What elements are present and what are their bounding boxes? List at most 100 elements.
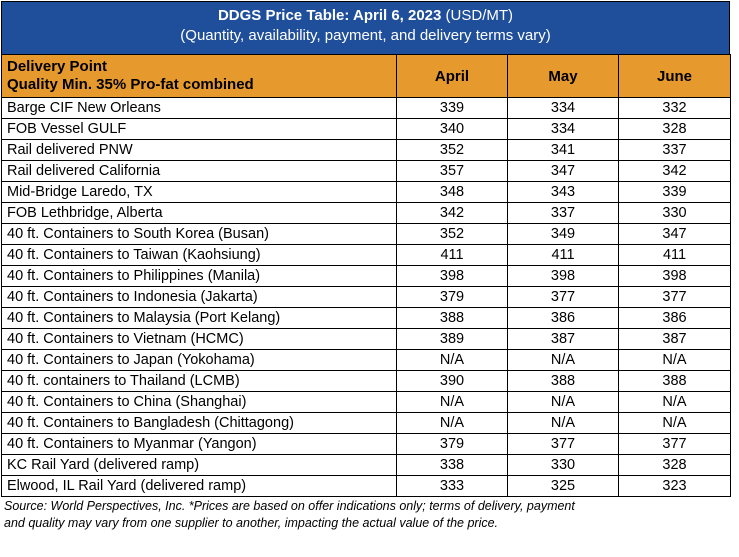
june-price-cell: 386 <box>618 307 731 329</box>
april-price-cell: 348 <box>396 181 508 203</box>
table-row: 40 ft. Containers to Japan (Yokohama) N/A… <box>1 349 731 371</box>
delivery-point-cell: 40 ft. Containers to Japan (Yokohama) <box>1 349 397 371</box>
table-title: DDGS Price Table: April 6, 2023 (USD/MT) <box>2 6 729 26</box>
source-note-line2: and quality may vary from one supplier t… <box>4 516 499 530</box>
june-price-cell: 337 <box>618 139 731 161</box>
june-price-cell: N/A <box>618 349 731 371</box>
april-price-cell: 338 <box>396 454 508 476</box>
table-row: Rail delivered PNW 352 341 337 <box>1 139 731 161</box>
april-price-cell: 352 <box>396 223 508 245</box>
delivery-point-cell: Rail delivered California <box>1 160 397 182</box>
table-row: 40 ft. Containers to China (Shanghai) N/A… <box>1 391 731 413</box>
table-row: Mid-Bridge Laredo, TX 348 343 339 <box>1 181 731 203</box>
table-title-main: DDGS Price Table: April 6, 2023 <box>217 7 442 24</box>
june-price-cell: 388 <box>618 370 731 392</box>
april-price-cell: 411 <box>396 244 508 266</box>
june-price-cell: 323 <box>618 475 731 497</box>
ddgs-price-table-document: DDGS Price Table: April 6, 2023 (USD/MT)… <box>1 1 731 532</box>
june-price-cell: 328 <box>618 118 731 140</box>
table-row: 40 ft. containers to Thailand (LCMB) 390 3… <box>1 370 731 392</box>
delivery-point-cell: KC Rail Yard (delivered ramp) <box>1 454 397 476</box>
april-price-cell: 398 <box>396 265 508 287</box>
header-may: May <box>507 54 619 98</box>
april-price-cell: 352 <box>396 139 508 161</box>
table-row: Barge CIF New Orleans 339 334 332 <box>1 97 731 119</box>
table-title-unit: (USD/MT) <box>441 7 514 24</box>
delivery-point-cell: 40 ft. Containers to Bangladesh (Chittag… <box>1 412 397 434</box>
may-price-cell: 325 <box>507 475 619 497</box>
june-price-cell: 411 <box>618 244 731 266</box>
may-price-cell: 349 <box>507 223 619 245</box>
delivery-point-cell: Barge CIF New Orleans <box>1 97 397 119</box>
header-delivery-point-label: Delivery Point <box>7 58 108 75</box>
source-note-line1: Source: World Perspectives, Inc. *Prices… <box>4 499 575 513</box>
may-price-cell: N/A <box>507 412 619 434</box>
table-row: 40 ft. Containers to Vietnam (HCMC) 389 38… <box>1 328 731 350</box>
header-april: April <box>396 54 508 98</box>
table-row: 40 ft. Containers to Malaysia (Port Kela… <box>1 307 731 329</box>
april-price-cell: 342 <box>396 202 508 224</box>
june-price-cell: N/A <box>618 391 731 413</box>
may-price-cell: 343 <box>507 181 619 203</box>
may-price-cell: 398 <box>507 265 619 287</box>
june-price-cell: 330 <box>618 202 731 224</box>
source-note: Source: World Perspectives, Inc. *Prices… <box>1 497 730 532</box>
june-price-cell: N/A <box>618 412 731 434</box>
april-price-cell: N/A <box>396 349 508 371</box>
april-price-cell: 390 <box>396 370 508 392</box>
april-price-cell: 379 <box>396 286 508 308</box>
may-price-cell: 347 <box>507 160 619 182</box>
may-price-cell: 377 <box>507 433 619 455</box>
price-table: Delivery Point Quality Min. 35% Pro-fat … <box>1 54 731 497</box>
may-price-cell: 377 <box>507 286 619 308</box>
delivery-point-cell: 40 ft. Containers to Taiwan (Kaohsiung) <box>1 244 397 266</box>
table-row: 40 ft. Containers to Myanmar (Yangon) 379… <box>1 433 731 455</box>
may-price-cell: 341 <box>507 139 619 161</box>
table-row: FOB Vessel GULF 340 334 328 <box>1 118 731 140</box>
delivery-point-cell: 40 ft. Containers to Myanmar (Yangon) <box>1 433 397 455</box>
table-row: 40 ft. Containers to Taiwan (Kaohsiung) 4… <box>1 244 731 266</box>
june-price-cell: 377 <box>618 433 731 455</box>
april-price-cell: 339 <box>396 97 508 119</box>
delivery-point-cell: 40 ft. containers to Thailand (LCMB) <box>1 370 397 392</box>
april-price-cell: 357 <box>396 160 508 182</box>
table-row: KC Rail Yard (delivered ramp) 338 330 328 <box>1 454 731 476</box>
table-row: 40 ft. Containers to Indonesia (Jakarta)… <box>1 286 731 308</box>
table-row: 40 ft. Containers to Bangladesh (Chittag… <box>1 412 731 434</box>
header-delivery-point: Delivery Point Quality Min. 35% Pro-fat … <box>1 54 397 98</box>
table-title-block: DDGS Price Table: April 6, 2023 (USD/MT)… <box>1 1 730 54</box>
table-row: Elwood, IL Rail Yard (delivered ramp) 333… <box>1 475 731 497</box>
delivery-point-cell: 40 ft. Containers to South Korea (Busan) <box>1 223 397 245</box>
april-price-cell: 340 <box>396 118 508 140</box>
june-price-cell: 339 <box>618 181 731 203</box>
delivery-point-cell: 40 ft. Containers to Philippines (Manila… <box>1 265 397 287</box>
header-quality-label: Quality Min. 35% Pro-fat combined <box>7 76 254 93</box>
june-price-cell: 398 <box>618 265 731 287</box>
delivery-point-cell: FOB Vessel GULF <box>1 118 397 140</box>
may-price-cell: 334 <box>507 118 619 140</box>
may-price-cell: 411 <box>507 244 619 266</box>
april-price-cell: N/A <box>396 391 508 413</box>
header-june: June <box>618 54 731 98</box>
may-price-cell: 334 <box>507 97 619 119</box>
table-subtitle: (Quantity, availability, payment, and de… <box>180 27 551 44</box>
delivery-point-cell: Mid-Bridge Laredo, TX <box>1 181 397 203</box>
april-price-cell: 379 <box>396 433 508 455</box>
june-price-cell: 377 <box>618 286 731 308</box>
delivery-point-cell: FOB Lethbridge, Alberta <box>1 202 397 224</box>
june-price-cell: 328 <box>618 454 731 476</box>
may-price-cell: 337 <box>507 202 619 224</box>
delivery-point-cell: Elwood, IL Rail Yard (delivered ramp) <box>1 475 397 497</box>
delivery-point-cell: 40 ft. Containers to Indonesia (Jakarta) <box>1 286 397 308</box>
may-price-cell: 386 <box>507 307 619 329</box>
header-row: Delivery Point Quality Min. 35% Pro-fat … <box>1 54 731 98</box>
table-body: Barge CIF New Orleans 339 334 332 FOB Vessel… <box>1 97 731 497</box>
june-price-cell: 387 <box>618 328 731 350</box>
april-price-cell: N/A <box>396 412 508 434</box>
june-price-cell: 332 <box>618 97 731 119</box>
may-price-cell: 388 <box>507 370 619 392</box>
may-price-cell: N/A <box>507 349 619 371</box>
table-row: FOB Lethbridge, Alberta 342 337 330 <box>1 202 731 224</box>
table-row: Rail delivered California 357 347 342 <box>1 160 731 182</box>
may-price-cell: 330 <box>507 454 619 476</box>
